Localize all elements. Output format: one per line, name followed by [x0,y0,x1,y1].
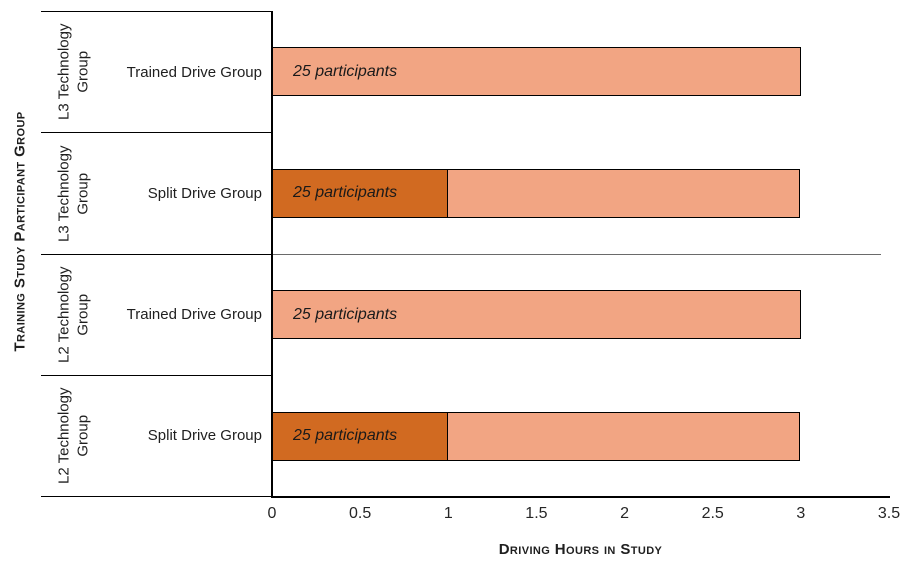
x-axis-line [271,496,890,498]
plot-area: 25 participants 25 participants 25 partici… [271,11,890,498]
category-row: L2 Technology Group Trained Drive Group [41,255,272,376]
group-separator-line [272,253,881,255]
bar-row: 25 participants [272,11,889,133]
drive-group-label: Trained Drive Group [126,306,262,324]
bar-segment: 25 participants [272,168,449,218]
x-tick-label: 1 [443,505,453,522]
bar-segment [447,168,800,218]
tech-group-label: L2 Technology Group [55,266,91,363]
category-row: L3 Technology Group Split Drive Group [41,133,272,255]
bar-segment: 25 participants [272,47,801,97]
x-tick-label: 3 [796,505,806,522]
bar-data-label: 25 participants [293,427,398,445]
bar-segment: 25 participants [272,290,801,340]
bar-data-label: 25 participants [293,62,398,80]
bar-row: 25 participants [272,133,889,255]
tech-group-label: L3 Technology Group [55,145,91,242]
bar-segment [447,411,800,461]
x-tick-label: 0.5 [349,505,372,522]
bar-data-label: 25 participants [293,184,398,202]
y-axis-line [271,11,273,497]
x-tick-label: 3.5 [877,505,901,522]
bar-row: 25 participants [272,254,889,376]
drive-group-label: Split Drive Group [147,427,262,445]
x-tick-label: 0 [267,505,277,522]
tech-group-column: L2 Technology Group [41,376,107,496]
bar-segment: 25 participants [272,411,449,461]
x-tick-label: 2.5 [701,505,724,522]
tech-group-column: L3 Technology Group [41,133,107,253]
drive-group-label: Split Drive Group [147,184,262,202]
x-tick-label: 1.5 [525,505,548,522]
x-tick-label: 2 [620,505,630,522]
y-axis-title: Training Study Participant Group [11,110,29,352]
x-axis-ticks: 0 0.5 1 1.5 2 2.5 3 3.5 [268,505,901,527]
drive-group-label: Trained Drive Group [126,63,262,81]
category-axis: L3 Technology Group Trained Drive Group L3… [41,11,272,497]
bar-data-label: 25 participants [293,305,398,323]
tech-group-column: L2 Technology Group [41,255,107,375]
category-row: L3 Technology Group Trained Drive Group [41,12,272,134]
bar-row: 25 participants [272,376,889,498]
tech-group-label: L3 Technology Group [55,23,91,121]
category-row: L2 Technology Group Split Drive Group [41,376,272,497]
x-axis-title: Driving Hours in Study [498,541,663,558]
tech-group-column: L3 Technology Group [41,12,107,132]
tech-group-label: L2 Technology Group [55,387,91,485]
y-axis-title-wrap: Training Study Participant Group [2,0,38,462]
